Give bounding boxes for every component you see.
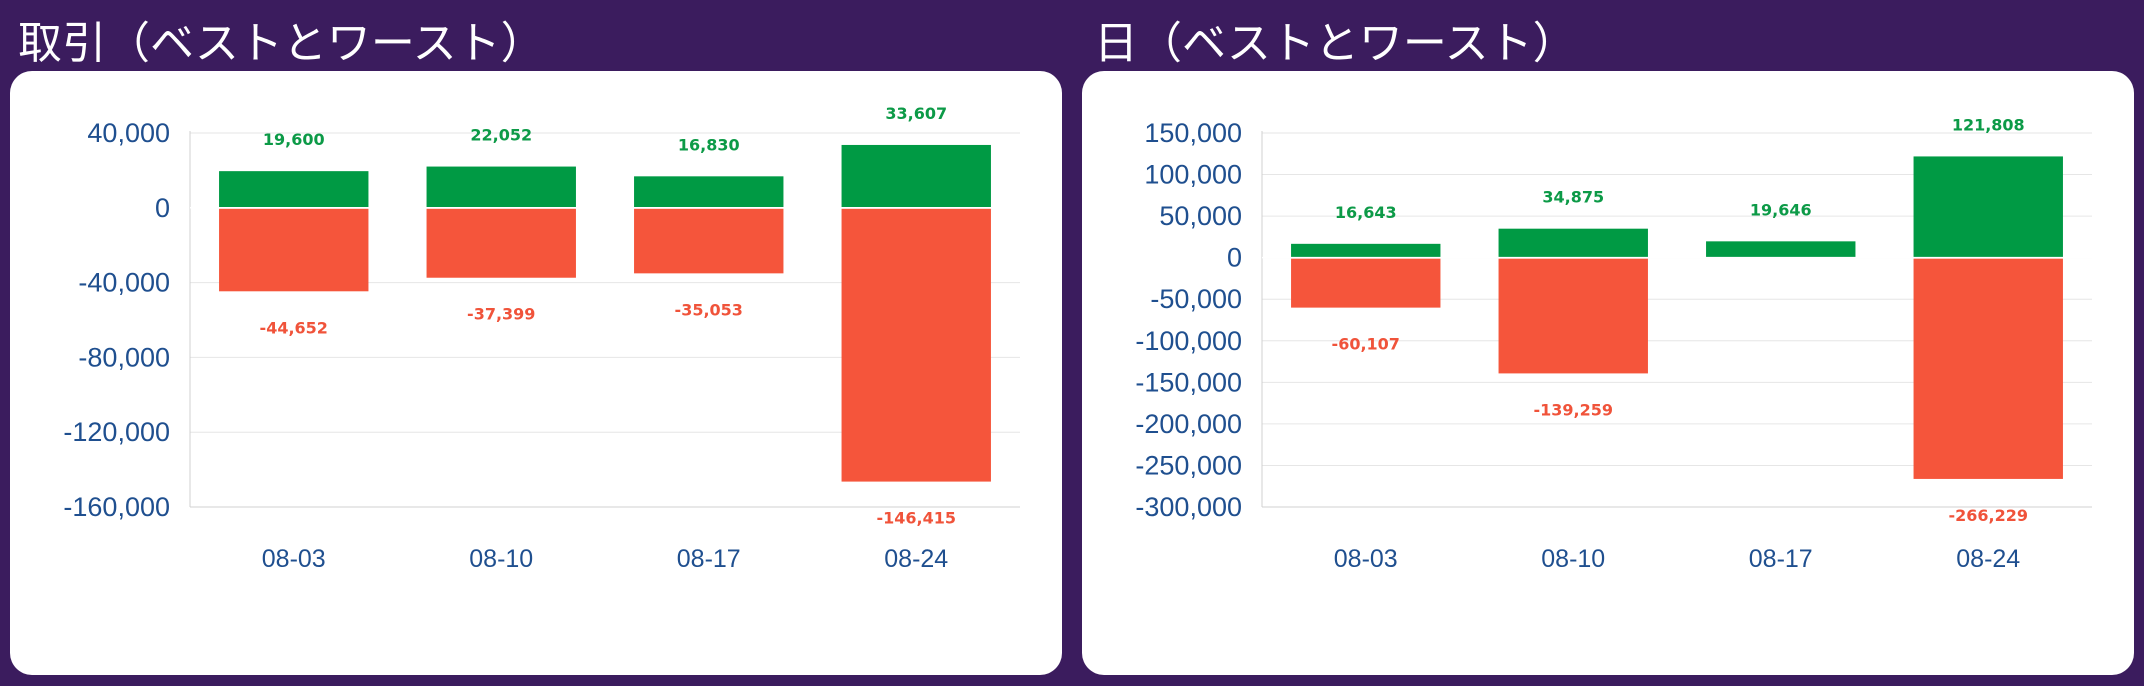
y-tick-label: 150,000 [1144, 118, 1242, 148]
negative-bar [1913, 258, 2063, 479]
positive-data-label: 121,808 [1952, 115, 2025, 134]
y-tick-label: -300,000 [1135, 492, 1242, 522]
negative-data-label: -266,229 [1948, 506, 2028, 525]
y-tick-label: -200,000 [1135, 409, 1242, 439]
negative-bar [841, 208, 991, 482]
negative-data-label: -146,415 [876, 509, 956, 528]
positive-data-label: 33,607 [885, 104, 947, 123]
positive-data-label: 34,875 [1542, 188, 1604, 207]
y-tick-label: 0 [155, 193, 170, 223]
y-tick-label: -120,000 [63, 417, 170, 447]
x-tick-label: 08-10 [469, 545, 533, 573]
negative-bar [219, 208, 369, 292]
chart-title-trades: 取引（ベストとワースト） [18, 18, 545, 69]
positive-bar [1498, 228, 1648, 258]
y-tick-label: -80,000 [78, 342, 170, 372]
positive-data-label: 19,646 [1750, 200, 1812, 219]
y-tick-label: 0 [1227, 243, 1242, 273]
x-tick-label: 08-03 [1334, 545, 1398, 573]
y-tick-label: 40,000 [87, 118, 170, 148]
negative-data-label: -37,399 [467, 305, 535, 324]
trades-bar-chart: 40,000 0 -40,000 -80,000 -120,000 -160,000 19,… [63, 104, 1020, 573]
x-tick-label: 08-24 [1956, 545, 2020, 573]
positive-bar [1291, 243, 1441, 258]
positive-bar [1913, 156, 2063, 258]
positive-bar [219, 171, 369, 208]
y-tick-label: -50,000 [1150, 284, 1242, 314]
y-tick-label: -150,000 [1135, 367, 1242, 397]
positive-data-label: 16,643 [1335, 203, 1397, 222]
negative-data-label: -60,107 [1332, 335, 1400, 354]
days-bar-chart: 150,000 100,000 50,000 0 -50,000 -100,000 -150… [1135, 115, 2092, 573]
negative-bar [426, 208, 576, 278]
y-tick-label: -250,000 [1135, 450, 1242, 480]
y-tick-label: -100,000 [1135, 326, 1242, 356]
x-tick-label: 08-24 [884, 545, 948, 573]
positive-data-label: 16,830 [678, 135, 740, 154]
x-tick-label: 08-10 [1541, 545, 1605, 573]
x-tick-label: 08-03 [262, 545, 326, 573]
chart-card-trades: 40,000 0 -40,000 -80,000 -120,000 -160,000 19,… [10, 71, 1062, 675]
y-tick-label: 50,000 [1159, 201, 1242, 231]
negative-bar [634, 208, 784, 274]
chart-title-days: 日（ベストとワースト） [1094, 18, 1577, 69]
positive-bar [426, 166, 576, 208]
negative-bar [1291, 258, 1441, 308]
x-tick-label: 08-17 [1749, 545, 1813, 573]
positive-bar [634, 176, 784, 208]
positive-bar [1706, 241, 1856, 258]
negative-data-label: -44,652 [260, 318, 328, 337]
y-tick-label: -40,000 [78, 268, 170, 298]
positive-data-label: 22,052 [470, 126, 532, 145]
negative-data-label: -139,259 [1533, 400, 1613, 419]
positive-bar [841, 144, 991, 208]
positive-data-label: 19,600 [263, 130, 325, 149]
chart-card-days: 150,000 100,000 50,000 0 -50,000 -100,000 -150… [1082, 71, 2134, 675]
negative-bar [1498, 258, 1648, 374]
y-tick-label: 100,000 [1144, 160, 1242, 190]
x-tick-label: 08-17 [677, 545, 741, 573]
y-tick-label: -160,000 [63, 492, 170, 522]
negative-data-label: -35,053 [675, 300, 743, 319]
